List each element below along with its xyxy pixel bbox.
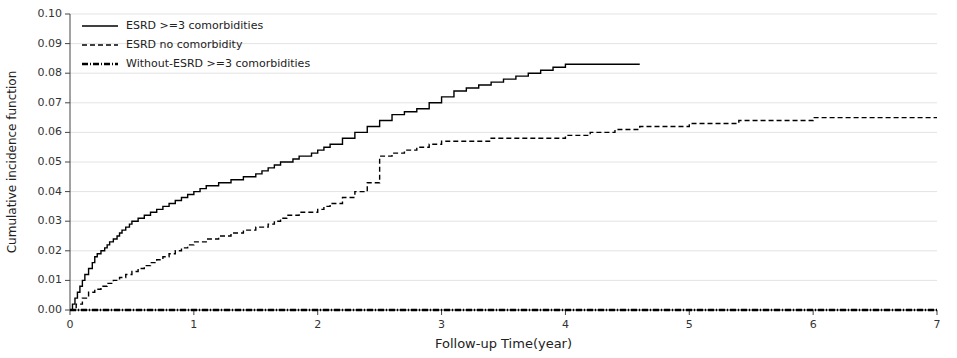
y-tick: [65, 221, 70, 222]
y-tick-label: 0.01: [38, 273, 63, 286]
series-line: [70, 64, 640, 310]
y-tick: [65, 102, 70, 103]
x-tick-label: 3: [438, 318, 445, 331]
grid-line: [70, 73, 937, 74]
x-tick-label: 7: [934, 318, 941, 331]
grid-line: [70, 162, 937, 163]
grid-line: [70, 250, 937, 251]
x-axis-label: Follow-up Time(year): [435, 336, 572, 351]
y-tick-label: 0.06: [38, 125, 63, 138]
y-tick-label: 0.02: [38, 244, 63, 257]
y-tick: [65, 73, 70, 74]
grid-line: [70, 132, 937, 133]
y-tick-label: 0.03: [38, 214, 63, 227]
legend-swatch: [82, 25, 118, 27]
legend-label: ESRD no comorbidity: [126, 38, 243, 51]
y-tick-label: 0.07: [38, 96, 63, 109]
y-tick-label: 0.09: [38, 37, 63, 50]
y-tick: [65, 191, 70, 192]
x-tick-label: 2: [314, 318, 321, 331]
y-tick-label: 0.05: [38, 155, 63, 168]
y-tick: [65, 43, 70, 44]
series-line: [70, 118, 937, 310]
y-tick: [65, 280, 70, 281]
grid-line: [70, 221, 937, 222]
grid-line: [70, 14, 937, 15]
grid-line: [70, 280, 937, 281]
x-tick-label: 6: [810, 318, 817, 331]
axes: 0.00 0.01 0.02 0.03 0.04 0.05 0.06 0.07 0.08 0.09…: [38, 7, 941, 331]
y-axis-label: Cumulative incidence function: [5, 71, 19, 254]
legend: ESRD >=3 comorbidities ESRD no comorbidit…: [82, 19, 310, 70]
y-tick-label: 0.00: [38, 303, 63, 316]
y-tick-label: 0.10: [38, 7, 63, 20]
grid-line: [70, 102, 937, 103]
x-tick-label: 0: [67, 318, 74, 331]
grid-line: [70, 310, 937, 311]
grid: [70, 14, 937, 310]
y-tick: [65, 250, 70, 251]
x-tick-label: 1: [190, 318, 197, 331]
y-tick: [65, 310, 70, 311]
y-tick: [65, 162, 70, 163]
legend-swatch: [82, 44, 118, 46]
legend-label: ESRD >=3 comorbidities: [126, 19, 263, 32]
legend-label: Without-ESRD >=3 comorbidities: [126, 57, 310, 70]
x-tick-label: 4: [562, 318, 569, 331]
legend-swatch: [82, 63, 118, 66]
y-tick: [65, 132, 70, 133]
y-tick-label: 0.08: [38, 66, 63, 79]
y-tick-label: 0.04: [38, 185, 63, 198]
plot-area: [70, 64, 937, 310]
chart: 0.00 0.01 0.02 0.03 0.04 0.05 0.06 0.07 0.08 0.09…: [0, 0, 957, 358]
y-tick: [65, 14, 70, 15]
y-axis-line: [70, 14, 71, 310]
series-line: [70, 309, 937, 312]
x-axis-line: [70, 310, 937, 311]
x-tick-label: 5: [686, 318, 693, 331]
